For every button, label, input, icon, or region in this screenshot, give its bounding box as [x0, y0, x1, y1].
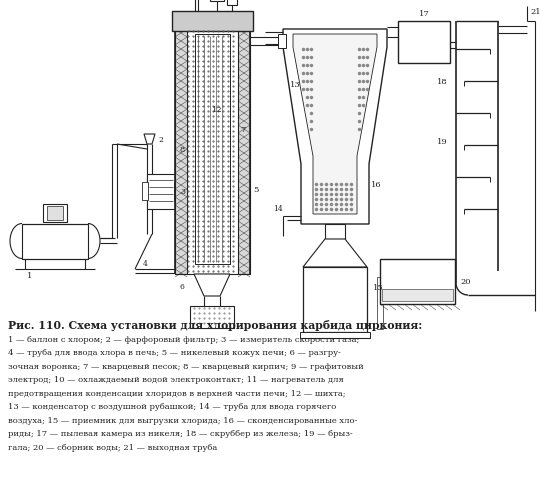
Bar [43, 204, 67, 223]
Bar [175, 30, 187, 274]
Polygon shape [283, 30, 387, 224]
Text: 20: 20 [460, 278, 471, 285]
Text: 4 — труба для ввода хлора в печь; 5 — никелевый кожух печи; 6 — разгру-: 4 — труба для ввода хлора в печь; 5 — ни… [8, 349, 341, 357]
Bar [325, 224, 345, 240]
Text: 18: 18 [437, 78, 448, 86]
Text: воздуха; 15 — приемник для выгрузки хлорида; 16 — сконденсированные хло-: воздуха; 15 — приемник для выгрузки хлор… [8, 416, 358, 424]
Bar [278, 35, 286, 49]
Bar [174, 183, 180, 201]
Bar [22, 224, 88, 260]
Text: 4: 4 [143, 260, 147, 267]
Text: 9: 9 [242, 0, 247, 1]
Text: 19: 19 [437, 138, 448, 146]
Text: предотвращения конденсации хлоридов в верхней части печи; 12 — шихта;: предотвращения конденсации хлоридов в ве… [8, 389, 346, 397]
Bar [300, 332, 370, 338]
Bar [195, 35, 230, 264]
Text: электрод; 10 — охлаждаемый водой электроконтакт; 11 — нагреватель для: электрод; 10 — охлаждаемый водой электро… [8, 376, 344, 384]
Text: 21: 21 [530, 8, 541, 16]
Text: 5: 5 [253, 185, 258, 194]
Text: риды; 17 — пылевая камера из никеля; 18 — скруббер из железа; 19 — брыз-: риды; 17 — пылевая камера из никеля; 18 … [8, 429, 353, 438]
Text: Рис. 110. Схема установки для хлорирования карбида циркония:: Рис. 110. Схема установки для хлорирован… [8, 319, 422, 330]
Bar [227, 0, 237, 6]
Text: 3: 3 [180, 187, 185, 196]
Polygon shape [293, 35, 377, 215]
Text: 13 — конденсатор с воздушной рубашкой; 14 — труба для ввода горячего: 13 — конденсатор с воздушной рубашкой; 1… [8, 403, 336, 411]
Text: гала; 20 — сборник воды; 21 — выходная труба: гала; 20 — сборник воды; 21 — выходная т… [8, 443, 217, 451]
Text: 15: 15 [373, 284, 384, 291]
Bar [238, 30, 250, 274]
Text: 13: 13 [289, 81, 300, 89]
Text: 7: 7 [241, 126, 246, 134]
Bar [377, 278, 383, 329]
Polygon shape [303, 240, 367, 267]
Bar [382, 289, 453, 302]
Bar [303, 267, 367, 332]
Text: 14: 14 [273, 204, 283, 213]
Text: 6: 6 [180, 283, 185, 290]
Polygon shape [194, 274, 230, 296]
Text: 12: 12 [212, 106, 222, 114]
Bar [190, 306, 234, 328]
Text: 1: 1 [27, 271, 33, 280]
Bar [398, 22, 450, 64]
Bar [147, 175, 175, 209]
Text: 10: 10 [229, 0, 239, 1]
Polygon shape [144, 135, 155, 145]
Bar [142, 183, 148, 201]
Bar [47, 206, 63, 221]
Text: 17: 17 [419, 10, 429, 18]
Text: 1 — баллон с хлором; 2 — фарфоровый фильтр; 3 — измеритель скорости газа;: 1 — баллон с хлором; 2 — фарфоровый филь… [8, 335, 359, 343]
Text: 2: 2 [158, 136, 163, 143]
Bar [172, 12, 253, 32]
Bar [380, 260, 455, 305]
Text: зочная воронка; 7 — кварцевый песок; 8 — кварцевый кирпич; 9 — графитовый: зочная воронка; 7 — кварцевый песок; 8 —… [8, 362, 364, 370]
Text: 8: 8 [179, 146, 185, 154]
Text: 16: 16 [371, 181, 382, 189]
Bar [210, 0, 224, 2]
